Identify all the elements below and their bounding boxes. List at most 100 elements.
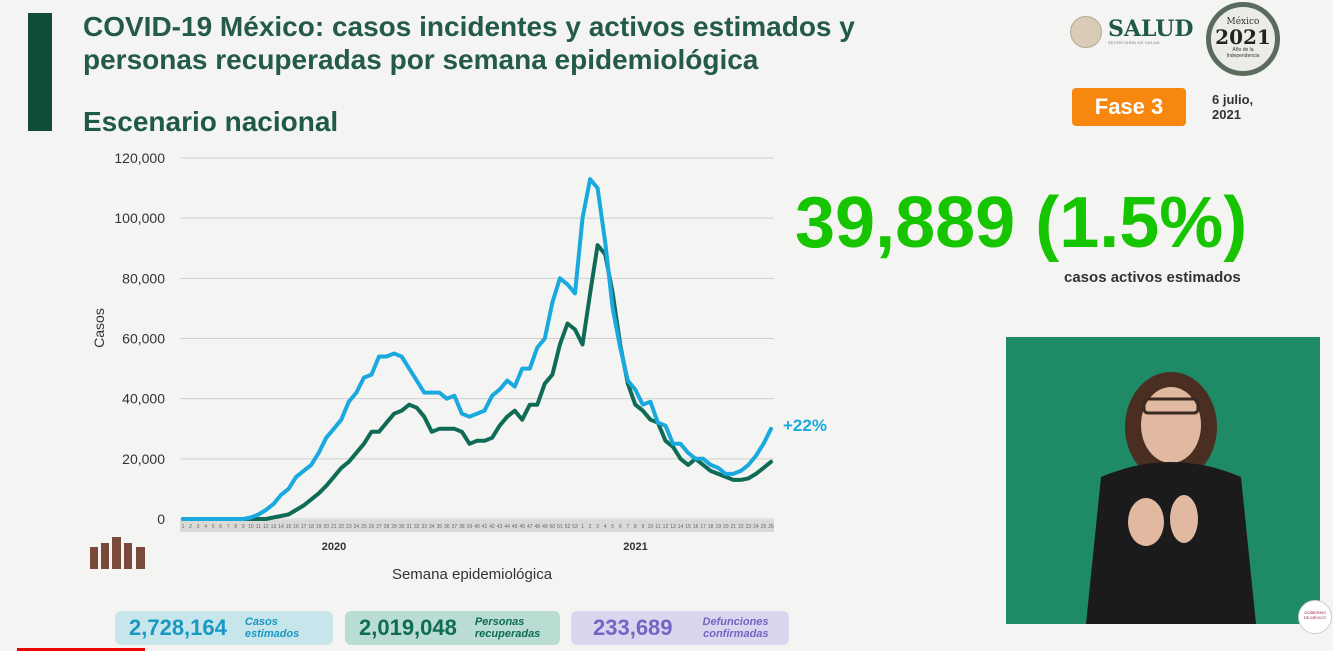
x-tick-label: 10 <box>248 524 254 530</box>
x-tick-label: 45 <box>512 524 518 530</box>
y-tick-label: 80,000 <box>122 270 165 286</box>
accent-bar <box>28 13 52 131</box>
x-tick-label: 31 <box>406 524 412 530</box>
x-tick-label: 26 <box>768 524 774 530</box>
x-tick-label: 35 <box>437 524 443 530</box>
date-line-1: 6 julio, <box>1212 92 1254 107</box>
x-tick-label: 44 <box>504 524 510 530</box>
x-tick-label: 8 <box>634 524 637 530</box>
x-tick-label: 16 <box>693 524 699 530</box>
x-tick-label: 19 <box>715 524 721 530</box>
year-label: 2021 <box>623 541 647 553</box>
x-tick-label: 21 <box>331 524 337 530</box>
mexico-2021-logo: México 2021 Año de la Independencia <box>1206 2 1280 76</box>
x-tick-label: 10 <box>648 524 654 530</box>
x-tick-label: 50 <box>550 524 556 530</box>
stat-label: Casos estimados <box>245 616 299 640</box>
x-tick-label: 4 <box>604 524 607 530</box>
x-tick-label: 11 <box>256 524 261 530</box>
x-tick-label: 28 <box>384 524 390 530</box>
stat-label: Personas recuperadas <box>475 616 540 640</box>
stat-label: Defunciones confirmadas <box>703 616 769 640</box>
x-tick-label: 6 <box>619 524 622 530</box>
x-tick-label: 9 <box>641 524 644 530</box>
x-tick-label: 27 <box>376 524 382 530</box>
stat-recovered: 2,019,048 Personas recuperadas <box>345 611 560 645</box>
x-tick-label: 3 <box>596 524 599 530</box>
series-line <box>181 177 773 521</box>
y-tick-label: 40,000 <box>122 391 165 407</box>
y-tick-label: 60,000 <box>122 331 165 347</box>
x-tick-label: 22 <box>339 524 345 530</box>
x-tick-label: 51 <box>557 524 563 530</box>
title-line-1: COVID-19 México: casos incidentes y acti… <box>83 11 855 42</box>
x-tick-label: 17 <box>301 524 307 530</box>
interpreter-figure <box>1086 372 1256 624</box>
x-tick-label: 37 <box>452 524 458 530</box>
x-tick-label: 39 <box>467 524 473 530</box>
x-tick-label: 52 <box>565 524 571 530</box>
x-tick-label: 29 <box>391 524 397 530</box>
stat-label-line-2: recuperadas <box>474 628 541 640</box>
subtitle: Escenario nacional <box>83 106 339 137</box>
x-tick-label: 17 <box>700 524 706 530</box>
x-tick-label: 12 <box>263 524 269 530</box>
stat-label-line-1: Defunciones <box>702 616 769 628</box>
stat-deaths: 233,689 Defunciones confirmadas <box>571 611 789 645</box>
x-tick-label: 18 <box>308 524 314 530</box>
page-title: COVID-19 México: casos incidentes y acti… <box>83 10 855 76</box>
series-lines <box>181 177 773 521</box>
x-tick-label: 20 <box>723 524 729 530</box>
x-tick-label: 41 <box>482 524 488 530</box>
x-tick-label: 30 <box>399 524 405 530</box>
x-tick-label: 38 <box>459 524 465 530</box>
x-tick-label: 32 <box>414 524 420 530</box>
x-tick-label: 12 <box>663 524 669 530</box>
title-line-2: personas recuperadas por semana epidemio… <box>83 44 759 75</box>
stat-value: 2,728,164 <box>129 615 227 640</box>
stat-label-line-1: Personas <box>474 616 525 628</box>
x-tick-label: 5 <box>611 524 614 530</box>
x-tick-label: 13 <box>271 524 277 530</box>
x-tick-label: 46 <box>519 524 525 530</box>
year-label: 2020 <box>322 541 346 553</box>
x-tick-label: 24 <box>753 524 759 530</box>
x-tick-label: 6 <box>219 524 222 530</box>
year-labels: 2020 2021 <box>322 541 648 553</box>
x-tick-label: 24 <box>354 524 360 530</box>
stat-estimated-cases: 2,728,164 Casos estimados <box>115 611 333 645</box>
y-tick-label: 120,000 <box>114 150 165 166</box>
x-tick-label: 9 <box>242 524 245 530</box>
x-tick-label: 48 <box>535 524 541 530</box>
active-cases-value: 39,889 (1.5%) <box>795 183 1248 263</box>
heroes-illustration <box>88 535 150 569</box>
x-tick-label: 21 <box>731 524 737 530</box>
x-tick-label: 42 <box>489 524 495 530</box>
x-tick-label: 23 <box>346 524 352 530</box>
x-tick-label: 49 <box>542 524 548 530</box>
x-tick-label: 3 <box>197 524 200 530</box>
x-tick-label: 40 <box>474 524 480 530</box>
x-tick-label: 15 <box>685 524 691 530</box>
report-date: 6 julio, 2021 <box>1212 92 1253 122</box>
x-tick-label: 23 <box>746 524 752 530</box>
x-tick-label: 8 <box>234 524 237 530</box>
x-tick-label: 15 <box>286 524 292 530</box>
x-tick-label: 2 <box>589 524 592 530</box>
logo-line-1: México <box>1226 17 1260 27</box>
x-tick-label: 22 <box>738 524 744 530</box>
x-tick-label: 4 <box>204 524 207 530</box>
x-tick-label: 20 <box>323 524 329 530</box>
stat-value: 233,689 <box>593 615 673 640</box>
x-tick-label: 14 <box>678 524 684 530</box>
x-tick-label: 5 <box>212 524 215 530</box>
phase-badge: Fase 3 <box>1072 88 1186 126</box>
salud-logo-text: SALUD <box>1108 16 1194 42</box>
x-tick-label: 13 <box>670 524 676 530</box>
salud-logo: SALUD SECRETARÍA DE SALUD <box>1070 16 1194 48</box>
active-cases-label: casos activos estimados <box>1064 269 1241 286</box>
x-tick-label: 18 <box>708 524 714 530</box>
y-tick-label: 100,000 <box>114 210 165 226</box>
stat-label-line-1: Casos <box>244 616 278 628</box>
x-tick-label: 1 <box>581 524 584 530</box>
